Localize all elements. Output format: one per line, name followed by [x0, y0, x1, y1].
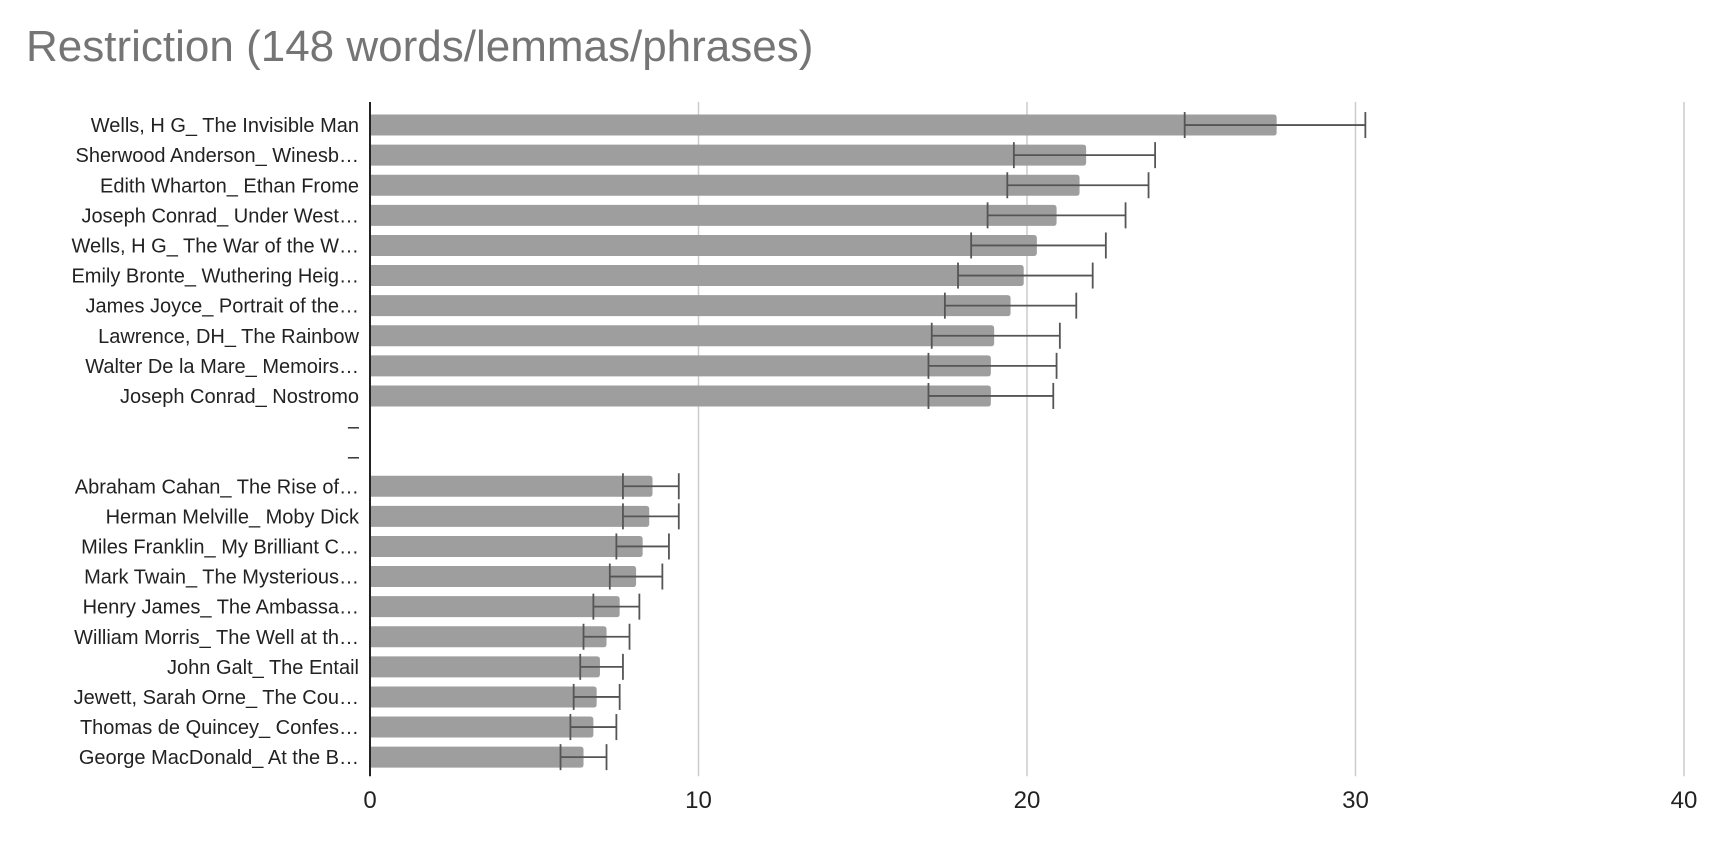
bar	[370, 475, 653, 497]
bar	[370, 566, 637, 588]
category-label: –	[348, 416, 360, 438]
category-labels: Wells, H G_ The Invisible Man Sherwood An…	[71, 115, 360, 769]
category-label: Abraham Cahan_ The Rise of…	[75, 476, 359, 498]
error-bars	[559, 112, 1367, 771]
category-label: Thomas de Quincey_ Confes…	[80, 717, 359, 739]
bar	[370, 716, 594, 738]
bar	[370, 174, 1080, 196]
bar	[370, 505, 650, 527]
category-label: Sherwood Anderson_ Winesb…	[76, 145, 360, 167]
category-label: James Joyce_ Portrait of the…	[86, 296, 359, 318]
category-label: Wells, H G_ The War of the W…	[72, 235, 359, 257]
bar	[370, 535, 643, 557]
bars	[370, 114, 1277, 768]
bar	[370, 596, 620, 618]
bar	[370, 355, 991, 377]
category-label: George MacDonald_ At the B…	[79, 747, 359, 769]
category-label: Henry James_ The Ambassa…	[83, 597, 359, 619]
category-label: Joseph Conrad_ Nostromo	[120, 386, 359, 408]
x-tick-label: 0	[363, 787, 376, 814]
x-tick-label: 20	[1014, 787, 1041, 814]
category-label: Miles Franklin_ My Brilliant C…	[81, 536, 359, 558]
bar	[370, 295, 1011, 317]
bar	[370, 385, 991, 407]
bar	[370, 656, 600, 678]
bar	[370, 265, 1024, 287]
category-label: Herman Melville_ Moby Dick	[106, 506, 360, 528]
bar	[370, 204, 1057, 226]
category-label: Lawrence, DH_ The Rainbow	[98, 326, 359, 348]
category-label: Mark Twain_ The Mysterious…	[84, 567, 359, 589]
category-label: Wells, H G_ The Invisible Man	[91, 115, 359, 137]
x-tick-label: 30	[1342, 787, 1369, 814]
x-tick-label: 40	[1671, 787, 1698, 814]
bar	[370, 686, 597, 708]
category-label: Joseph Conrad_ Under West…	[81, 205, 359, 227]
x-tick-label: 10	[685, 787, 712, 814]
bar	[370, 234, 1037, 256]
x-axis-tick-labels: 0 10 20 30 40	[363, 787, 1697, 814]
category-label: John Galt_ The Entail	[167, 657, 359, 679]
category-label: Emily Bronte_ Wuthering Heig…	[71, 266, 359, 288]
bar	[370, 325, 995, 347]
bar	[370, 626, 607, 648]
category-label: Edith Wharton_ Ethan Frome	[100, 175, 359, 197]
bar	[370, 114, 1277, 136]
category-label: William Morris_ The Well at th…	[74, 627, 359, 649]
category-label: –	[348, 446, 360, 468]
bar	[370, 144, 1087, 166]
category-label: Walter De la Mare_ Memoirs…	[85, 356, 359, 378]
gridlines	[697, 102, 1685, 777]
chart-title: Restriction (148 words/lemmas/phrases)	[26, 22, 814, 71]
bar	[370, 746, 584, 768]
category-label: Jewett, Sarah Orne_ The Cou…	[74, 687, 359, 709]
